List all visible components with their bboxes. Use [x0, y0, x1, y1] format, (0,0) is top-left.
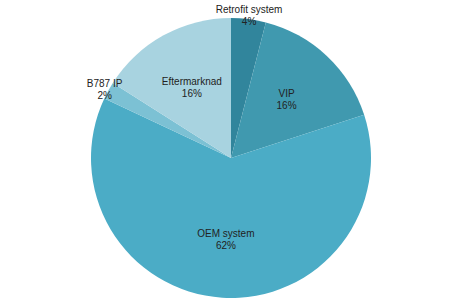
data-label: 16% — [277, 100, 297, 111]
data-label: 4% — [242, 16, 257, 27]
slices — [91, 18, 371, 298]
pie-slice — [113, 18, 231, 158]
data-label: Eftermarknad — [162, 76, 222, 87]
labels: Retrofit system4%VIP16%OEM system62%B787… — [87, 4, 297, 251]
chart-svg: Retrofit system4%VIP16%OEM system62%B787… — [0, 0, 462, 301]
data-label: OEM system — [197, 228, 254, 239]
data-label: Retrofit system — [216, 4, 283, 15]
data-label: VIP — [279, 88, 295, 99]
data-label: 16% — [182, 88, 202, 99]
data-label: B787 IP — [87, 78, 123, 89]
data-label: 2% — [97, 90, 112, 101]
chart-container: Retrofit system4%VIP16%OEM system62%B787… — [0, 0, 462, 301]
data-label: 62% — [216, 240, 236, 251]
